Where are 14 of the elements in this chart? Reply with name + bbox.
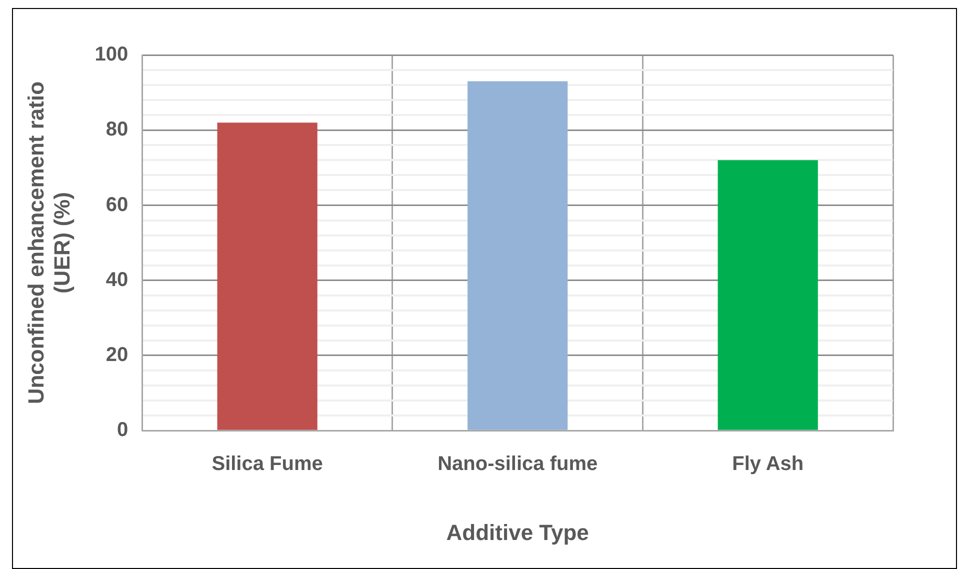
y-tick-label: 40 <box>106 268 128 291</box>
bar <box>217 122 318 430</box>
y-axis-title: Unconfined enhancement ratio (UER) (%) <box>23 81 75 404</box>
x-tick-label: Silica Fume <box>212 453 323 476</box>
x-tick-label: Nano-silica fume <box>438 453 598 476</box>
x-axis-title: Additive Type <box>446 520 589 545</box>
y-tick-label: 60 <box>106 194 128 216</box>
y-tick-label: 80 <box>106 118 128 141</box>
y-tick-label: 20 <box>106 344 128 366</box>
bar <box>468 81 568 430</box>
y-tick-label: 0 <box>117 419 128 442</box>
bar <box>718 160 818 430</box>
x-tick-label: Fly Ash <box>732 453 804 476</box>
y-tick-label: 100 <box>94 44 128 66</box>
